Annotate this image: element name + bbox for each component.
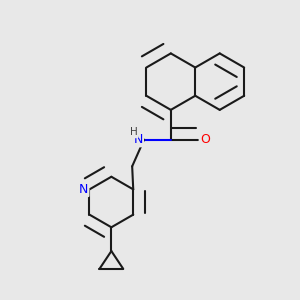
Text: H: H — [130, 127, 137, 137]
Text: O: O — [200, 133, 210, 146]
Text: N: N — [134, 133, 143, 146]
Text: N: N — [79, 183, 88, 196]
